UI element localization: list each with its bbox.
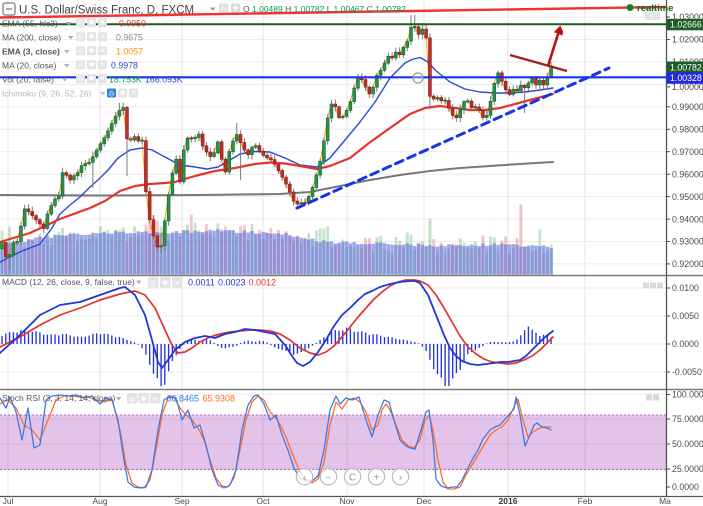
- svg-text:0.0000: 0.0000: [672, 339, 699, 349]
- svg-text:◎: ◎: [108, 89, 115, 98]
- svg-text:Stoch RSI (3, 3, 14, 14, close: Stoch RSI (3, 3, 14, 14, close): [2, 393, 116, 403]
- svg-text:166.093K: 166.093K: [145, 75, 183, 85]
- svg-text:Aug: Aug: [92, 496, 107, 506]
- svg-text:1.00000: 1.00000: [672, 82, 703, 92]
- svg-text:✕: ✕: [174, 279, 180, 288]
- svg-text:1.02666: 1.02666: [670, 20, 702, 30]
- svg-text:1.02000: 1.02000: [672, 35, 703, 45]
- svg-text:✱: ✱: [88, 46, 95, 55]
- svg-text:✕: ✕: [99, 46, 105, 55]
- svg-text:66.8465: 66.8465: [167, 394, 200, 404]
- svg-text:Ichimoku (9, 26, 52, 26): Ichimoku (9, 26, 52, 26): [2, 89, 91, 99]
- svg-text:Vol (20, false): Vol (20, false): [2, 75, 54, 85]
- svg-text:1.00782: 1.00782: [670, 62, 702, 72]
- svg-text:0.9675: 0.9675: [116, 33, 143, 43]
- svg-text:✱: ✱: [88, 18, 95, 27]
- svg-text:1.03000: 1.03000: [672, 12, 703, 22]
- svg-text:✱: ✱: [162, 279, 169, 288]
- svg-text:◎: ◎: [77, 46, 84, 55]
- svg-text:0.99000: 0.99000: [672, 102, 703, 112]
- svg-text:✕: ✕: [152, 395, 158, 404]
- svg-text:C: C: [349, 472, 356, 483]
- svg-text:✱: ✱: [88, 32, 95, 41]
- svg-text:MACD (12, 26, close, 9, false,: MACD (12, 26, close, 9, false, true): [2, 277, 135, 287]
- svg-text:0.0100: 0.0100: [672, 283, 699, 293]
- svg-text:0.95000: 0.95000: [672, 192, 703, 202]
- svg-text:1.0057: 1.0057: [116, 47, 143, 57]
- svg-text:◎: ◎: [129, 395, 136, 404]
- svg-text:0.9950: 0.9950: [119, 19, 146, 29]
- svg-text:EMA (55, hlc3): EMA (55, hlc3): [2, 19, 58, 29]
- svg-text:✚: ✚: [232, 4, 239, 13]
- svg-text:0.96000: 0.96000: [672, 169, 703, 179]
- svg-text:25.0000: 25.0000: [672, 464, 703, 474]
- svg-text:✕: ✕: [99, 18, 105, 27]
- svg-text:U.S. Dollar/Swiss Franc, D, FX: U.S. Dollar/Swiss Franc, D, FXCM: [19, 5, 194, 17]
- svg-text:MA (200, close): MA (200, close): [2, 33, 61, 43]
- svg-text:MA (20, close): MA (20, close): [2, 61, 56, 71]
- svg-text:0.94000: 0.94000: [672, 214, 703, 224]
- svg-text:◎: ◎: [77, 74, 84, 83]
- svg-text:0.0000: 0.0000: [672, 482, 699, 492]
- svg-text:realtime: realtime: [637, 3, 673, 14]
- svg-text:◎: ◎: [220, 4, 227, 13]
- svg-text:✱: ✱: [119, 89, 126, 98]
- svg-text:0.97000: 0.97000: [672, 147, 703, 157]
- svg-text:✕: ✕: [99, 74, 105, 83]
- svg-text:✱: ✱: [141, 395, 148, 404]
- svg-text:✱: ✱: [88, 74, 95, 83]
- svg-text:Jul: Jul: [3, 496, 14, 506]
- svg-text:‹: ‹: [303, 472, 306, 483]
- svg-text:✕: ✕: [99, 60, 105, 69]
- svg-text:◎: ◎: [150, 279, 157, 288]
- svg-text:O 1.00489 H 1.00782 L 1.00467: O 1.00489 H 1.00782 L 1.00467 C 1.00782: [243, 4, 406, 14]
- svg-text:0.98000: 0.98000: [672, 125, 703, 135]
- svg-text:0.0011: 0.0011: [188, 278, 215, 288]
- svg-text:Feb: Feb: [578, 496, 593, 506]
- svg-text:−: −: [326, 472, 332, 483]
- svg-text:◎: ◎: [77, 32, 84, 41]
- svg-text:18.753K: 18.753K: [109, 75, 142, 85]
- svg-text:0.93000: 0.93000: [672, 237, 703, 247]
- svg-text:Ma: Ma: [659, 496, 671, 506]
- svg-text:0.0023: 0.0023: [218, 278, 246, 288]
- svg-text:Oct: Oct: [256, 496, 270, 506]
- svg-text:EMA (3, close): EMA (3, close): [2, 47, 60, 57]
- svg-text:Sep: Sep: [174, 496, 189, 506]
- svg-text:Dec: Dec: [416, 496, 432, 506]
- svg-text:◎: ◎: [77, 18, 84, 27]
- svg-text:›: ›: [399, 472, 402, 483]
- svg-text:0.0050: 0.0050: [672, 311, 699, 321]
- svg-text:+: +: [374, 472, 380, 483]
- svg-text:-0.0050: -0.0050: [672, 367, 702, 377]
- svg-text:0.0012: 0.0012: [249, 278, 277, 288]
- svg-text:75.0000: 75.0000: [672, 414, 703, 424]
- svg-text:65.9308: 65.9308: [203, 394, 236, 404]
- svg-text:2016: 2016: [499, 496, 518, 506]
- svg-text:✱: ✱: [88, 60, 95, 69]
- svg-text:100.0000: 100.0000: [672, 390, 703, 400]
- svg-text:0.92000: 0.92000: [672, 259, 703, 269]
- svg-text:✕: ✕: [130, 89, 136, 98]
- svg-text:1.00328: 1.00328: [670, 73, 702, 83]
- svg-text:50.0000: 50.0000: [672, 439, 703, 449]
- svg-text:0.9978: 0.9978: [111, 61, 138, 71]
- svg-text:Nov: Nov: [339, 496, 355, 506]
- svg-text:✕: ✕: [99, 32, 105, 41]
- svg-text:◎: ◎: [77, 60, 84, 69]
